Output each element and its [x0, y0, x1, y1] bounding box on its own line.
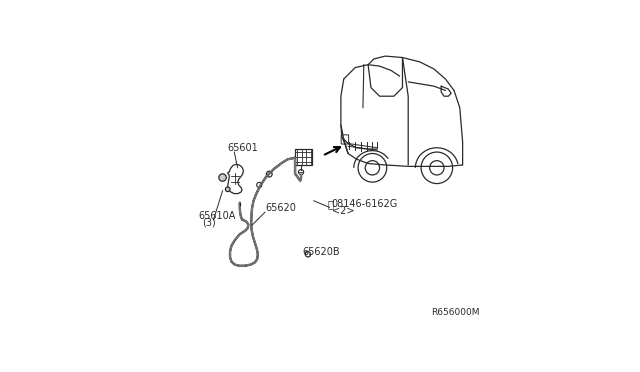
Circle shape — [257, 182, 262, 187]
Text: <2>: <2> — [332, 206, 355, 216]
Circle shape — [305, 252, 310, 257]
Text: (3): (3) — [202, 217, 216, 227]
Text: R656000M: R656000M — [431, 308, 479, 317]
Circle shape — [225, 187, 230, 192]
Polygon shape — [228, 164, 243, 193]
Text: 65601: 65601 — [227, 143, 258, 153]
Circle shape — [298, 170, 303, 175]
FancyBboxPatch shape — [295, 149, 312, 165]
Text: Ⓢ: Ⓢ — [328, 199, 333, 209]
Text: 65620B: 65620B — [302, 247, 340, 257]
Text: 08146-6162G: 08146-6162G — [332, 199, 398, 209]
FancyBboxPatch shape — [341, 135, 349, 144]
Circle shape — [266, 171, 272, 177]
Text: 65610A: 65610A — [198, 211, 236, 221]
Text: 65620: 65620 — [265, 203, 296, 214]
Circle shape — [219, 174, 227, 181]
